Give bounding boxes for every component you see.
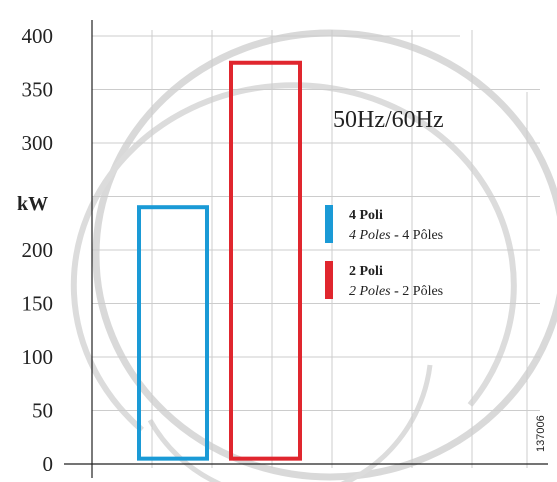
code-label: 137006	[535, 415, 547, 452]
bar-four-poles	[137, 205, 209, 461]
legend-swatch	[325, 261, 333, 299]
y-tick-label: 300	[22, 131, 54, 155]
y-tick-label: 50	[32, 399, 53, 423]
watermark-logo	[70, 29, 557, 482]
y-tick-label: 150	[22, 292, 54, 316]
legend-swatch	[325, 205, 333, 243]
y-tick-label: 400	[22, 24, 54, 48]
legend-title: 4 Poli	[349, 208, 383, 223]
grid	[92, 30, 540, 468]
y-tick-label: 100	[22, 345, 54, 369]
legend-subtitle: 2 Poles - 2 Pôles	[349, 284, 443, 299]
axes	[64, 20, 548, 478]
y-tick-labels: 0 50 100 150 200 300 350 400	[22, 24, 54, 476]
bars	[137, 60, 302, 461]
y-tick-label: 200	[22, 238, 54, 262]
y-tick-label: 0	[43, 452, 54, 476]
legend: 4 Poli 4 Poles - 4 Pôles 2 Poli 2 Poles - 2…	[325, 205, 443, 299]
y-axis-unit: kW	[17, 193, 48, 215]
legend-subtitle: 4 Poles - 4 Pôles	[349, 228, 443, 243]
chart-title: 50Hz/60Hz	[333, 107, 444, 133]
legend-title: 2 Poli	[349, 264, 383, 279]
bar-two-poles	[229, 60, 302, 461]
y-tick-label: 350	[22, 78, 54, 102]
